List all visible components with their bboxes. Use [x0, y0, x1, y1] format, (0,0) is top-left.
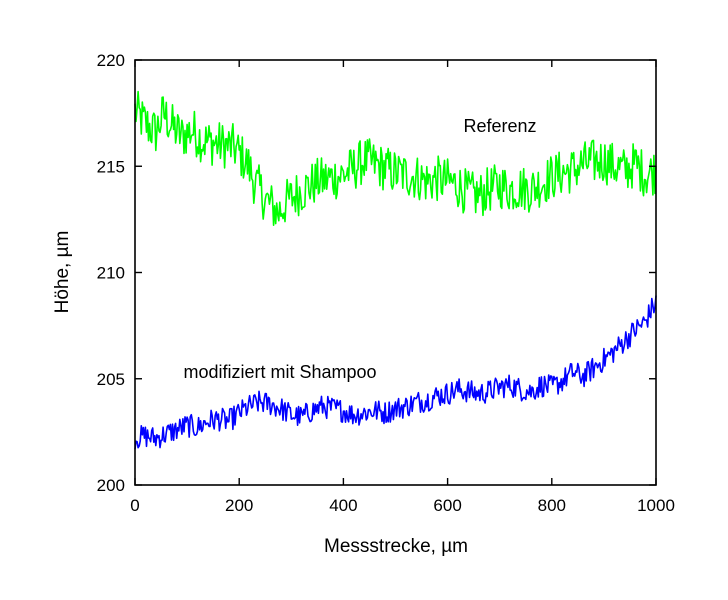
annotation-reference: Referenz — [463, 116, 536, 136]
annotation-modified: modifiziert mit Shampoo — [183, 362, 376, 382]
y-tick-label: 210 — [97, 264, 125, 283]
series-line-1 — [134, 295, 657, 450]
y-tick-label: 220 — [97, 51, 125, 70]
tick-layer: 0 200 400 600 800 1000 200 205 210 215 220 — [97, 51, 675, 515]
x-tick-label: 0 — [130, 496, 139, 515]
series-line-0 — [134, 90, 657, 226]
y-tick-label: 215 — [97, 157, 125, 176]
series-layer — [134, 90, 657, 450]
y-tick-label: 205 — [97, 370, 125, 389]
y-tick-label: 200 — [97, 476, 125, 495]
x-axis-label: Messstrecke, µm — [324, 536, 468, 557]
y-axis-label: Höhe, µm — [52, 231, 73, 314]
x-tick-label: 400 — [329, 496, 357, 515]
x-tick-label: 600 — [433, 496, 461, 515]
x-tick-label: 800 — [538, 496, 566, 515]
x-tick-label: 200 — [225, 496, 253, 515]
x-tick-label: 1000 — [637, 496, 675, 515]
